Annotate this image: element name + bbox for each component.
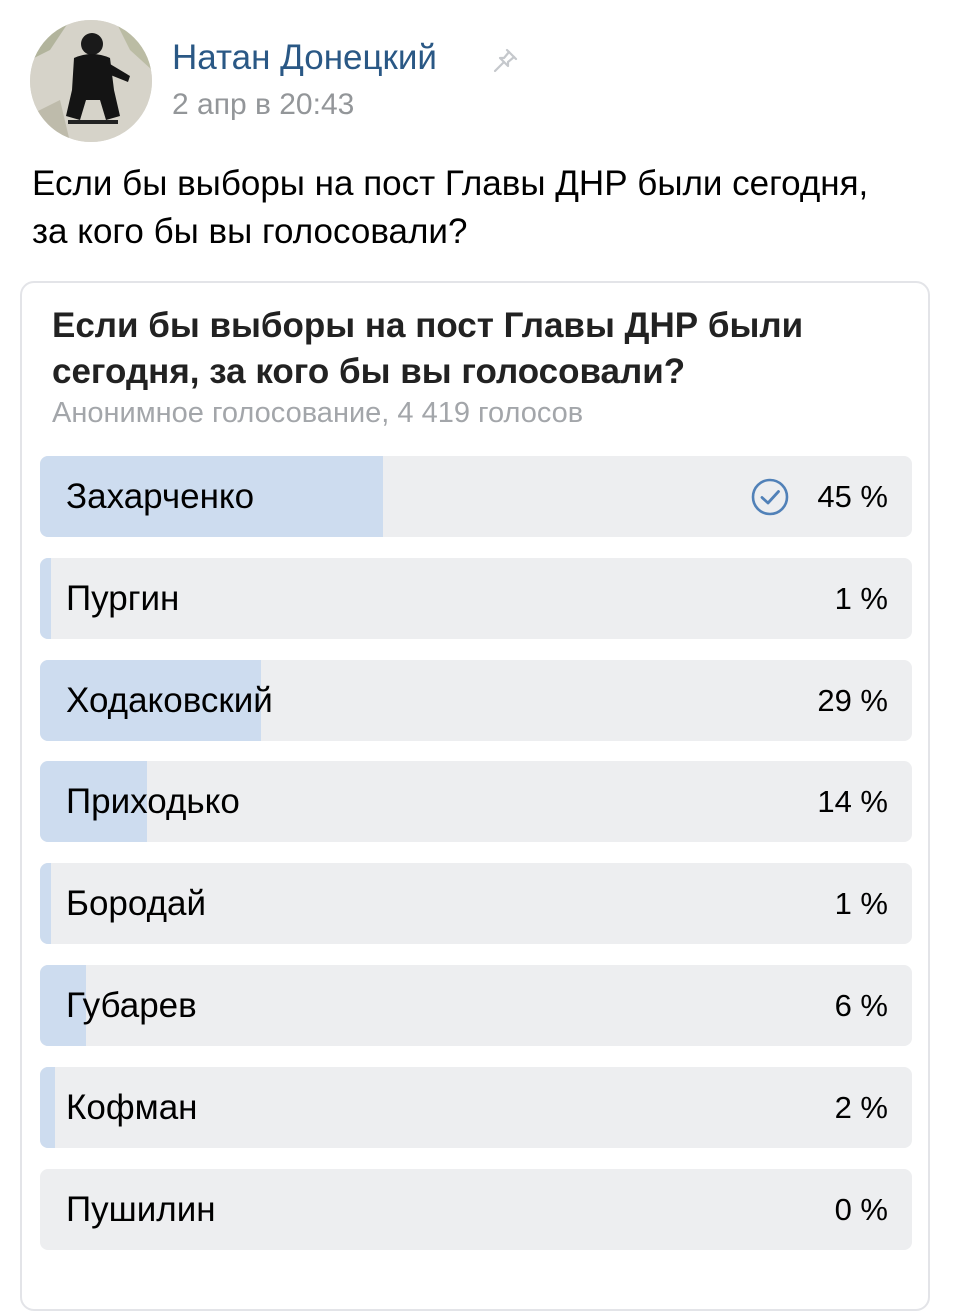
post-date[interactable]: 2 апр в 20:43 xyxy=(172,88,355,121)
post-text: Если бы выборы на пост Главы ДНР были се… xyxy=(32,164,869,251)
poll-option-label: Бородай xyxy=(66,884,207,923)
poll-option[interactable]: Бородай 1 % xyxy=(40,863,912,944)
poll-meta: Анонимное голосование, 4 419 голосов xyxy=(52,397,584,429)
poll-option[interactable]: Ходаковский 29 % xyxy=(40,660,912,741)
poll-option-percent: 45 % xyxy=(817,479,888,514)
poll-option-label: Пургин xyxy=(66,579,180,618)
poll-option[interactable]: Приходько 14 % xyxy=(40,761,912,842)
poll-option-bar xyxy=(40,456,383,537)
poll-option-percent: 29 % xyxy=(817,683,888,718)
poll-option[interactable]: Губарев 6 % xyxy=(40,965,912,1046)
avatar[interactable] xyxy=(30,20,152,142)
poll-option-bar xyxy=(40,761,147,842)
post-header: Натан Донецкий 2 апр в 20:43 xyxy=(30,20,930,142)
poll-option-percent: 14 % xyxy=(817,784,888,819)
poll-option[interactable]: Захарченко 45 % xyxy=(40,456,912,537)
poll-option-label: Кофман xyxy=(66,1088,198,1127)
pin-icon xyxy=(493,48,518,73)
poll-option-percent: 0 % xyxy=(834,1192,888,1227)
author-name[interactable]: Натан Донецкий xyxy=(172,38,437,77)
poll-option[interactable]: Пушилин 0 % xyxy=(40,1169,912,1250)
poll-option-percent: 1 % xyxy=(834,581,888,616)
poll-option-bar xyxy=(40,965,86,1046)
poll-question: Если бы выборы на пост Главы ДНР были се… xyxy=(52,306,804,391)
poll-option-bar xyxy=(40,660,261,741)
poll-option-label: Приходько xyxy=(66,782,240,821)
poll-option-bar xyxy=(40,1067,55,1148)
poll-option-label: Губарев xyxy=(66,986,197,1025)
poll-option-bar xyxy=(40,558,51,639)
poll-option[interactable]: Кофман 2 % xyxy=(40,1067,912,1148)
poll-option-label: Ходаковский xyxy=(66,681,273,720)
poll-option-percent: 1 % xyxy=(834,886,888,921)
check-circle-icon xyxy=(751,478,789,516)
poll-card: Если бы выборы на пост Главы ДНР были се… xyxy=(20,281,930,1311)
poll-option-bar xyxy=(40,863,51,944)
poll-option-label: Захарченко xyxy=(66,477,255,516)
poll-option[interactable]: Пургин 1 % xyxy=(40,558,912,639)
poll-option-percent: 6 % xyxy=(834,988,888,1023)
poll-option-label: Пушилин xyxy=(66,1190,216,1229)
poll-option-percent: 2 % xyxy=(834,1090,888,1125)
